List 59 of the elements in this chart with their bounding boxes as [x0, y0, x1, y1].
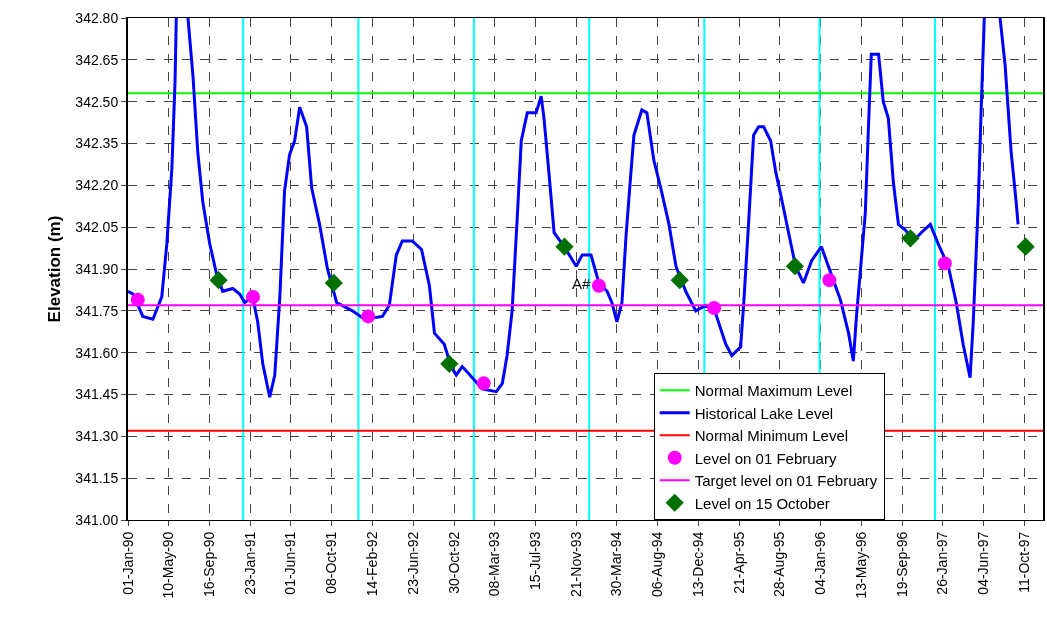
- x-tick-label: 10-May-90: [160, 531, 177, 599]
- point: [440, 354, 459, 373]
- point: [555, 237, 574, 256]
- legend-label: Level on 15 October: [694, 494, 830, 512]
- y-tick-label: 341.60: [75, 344, 119, 361]
- y-tick-label: 342.05: [75, 219, 119, 236]
- x-tick-label: 21-Nov-93: [567, 531, 584, 597]
- x-tick-label: 14-Feb-92: [363, 531, 380, 597]
- point: [785, 257, 805, 276]
- legend-label: Level on 01 February: [694, 449, 837, 467]
- y-tick-label: 341.00: [75, 511, 119, 528]
- legend-label: Normal Maximum Level: [694, 382, 853, 400]
- x-tick-label: 23-Jan-91: [241, 531, 258, 595]
- x-tick-label: 01-Jun-91: [282, 531, 299, 595]
- x-tick-label: 30-Mar-94: [608, 531, 625, 597]
- point: [822, 273, 837, 288]
- point: [324, 273, 343, 293]
- y-tick-label: 342.80: [75, 9, 119, 26]
- point: [591, 278, 606, 293]
- point: [901, 229, 920, 248]
- legend-label: Historical Lake Level: [694, 404, 834, 422]
- point: [707, 301, 722, 316]
- x-tick-label: 28-Aug-95: [771, 531, 788, 597]
- point: [1016, 237, 1035, 256]
- x-tick-label: 06-Aug-94: [649, 531, 666, 597]
- y-tick-label: 341.75: [75, 302, 119, 319]
- point: [937, 256, 952, 271]
- point: [209, 271, 228, 290]
- x-tick-label: 04-Jun-97: [975, 531, 992, 595]
- y-tick-label: 342.35: [75, 135, 119, 152]
- y-tick-label: 341.30: [75, 428, 119, 445]
- y-tick-label: 342.20: [75, 177, 119, 194]
- ref-line-label: Normal Minimum Level: [694, 427, 849, 445]
- point: [246, 289, 260, 304]
- x-tick-label: 08-Oct-91: [323, 531, 340, 594]
- y-tick-label: 341.45: [75, 386, 119, 403]
- x-tick-label: 11-Oct-97: [1015, 531, 1032, 593]
- x-tick-label: 15-Jul-93: [527, 531, 544, 590]
- x-tick-label: 16-Sep-90: [200, 531, 217, 597]
- point: [670, 271, 689, 290]
- y-tick-label: 342.65: [75, 51, 119, 68]
- x-tick-label: 04-Jan-96: [812, 531, 829, 595]
- x-tick-label: 21-Apr-95: [730, 531, 747, 594]
- x-tick-label: 13-Dec-94: [689, 531, 706, 597]
- x-tick-label: 08-Mar-93: [486, 531, 503, 597]
- x-tick-label: 13-May-96: [853, 531, 870, 599]
- point: [130, 292, 145, 307]
- point: [476, 376, 491, 391]
- point: [361, 309, 376, 324]
- y-tick-label: 342.50: [75, 93, 119, 110]
- x-tick-label: 23-Jun-92: [404, 531, 421, 595]
- y-axis-title: Elevation (m): [45, 215, 65, 323]
- y-tick-label: 341.90: [75, 260, 119, 277]
- x-tick-label: 26-Jan-97: [934, 531, 951, 595]
- x-tick-label: 30-Oct-92: [445, 531, 462, 594]
- legend-label: Target level on 01 February: [694, 472, 878, 490]
- x-tick-label: 19-Sep-96: [893, 531, 910, 597]
- x-tick-label: 01-Jan-90: [119, 531, 136, 595]
- y-tick-label: 341.15: [75, 470, 119, 487]
